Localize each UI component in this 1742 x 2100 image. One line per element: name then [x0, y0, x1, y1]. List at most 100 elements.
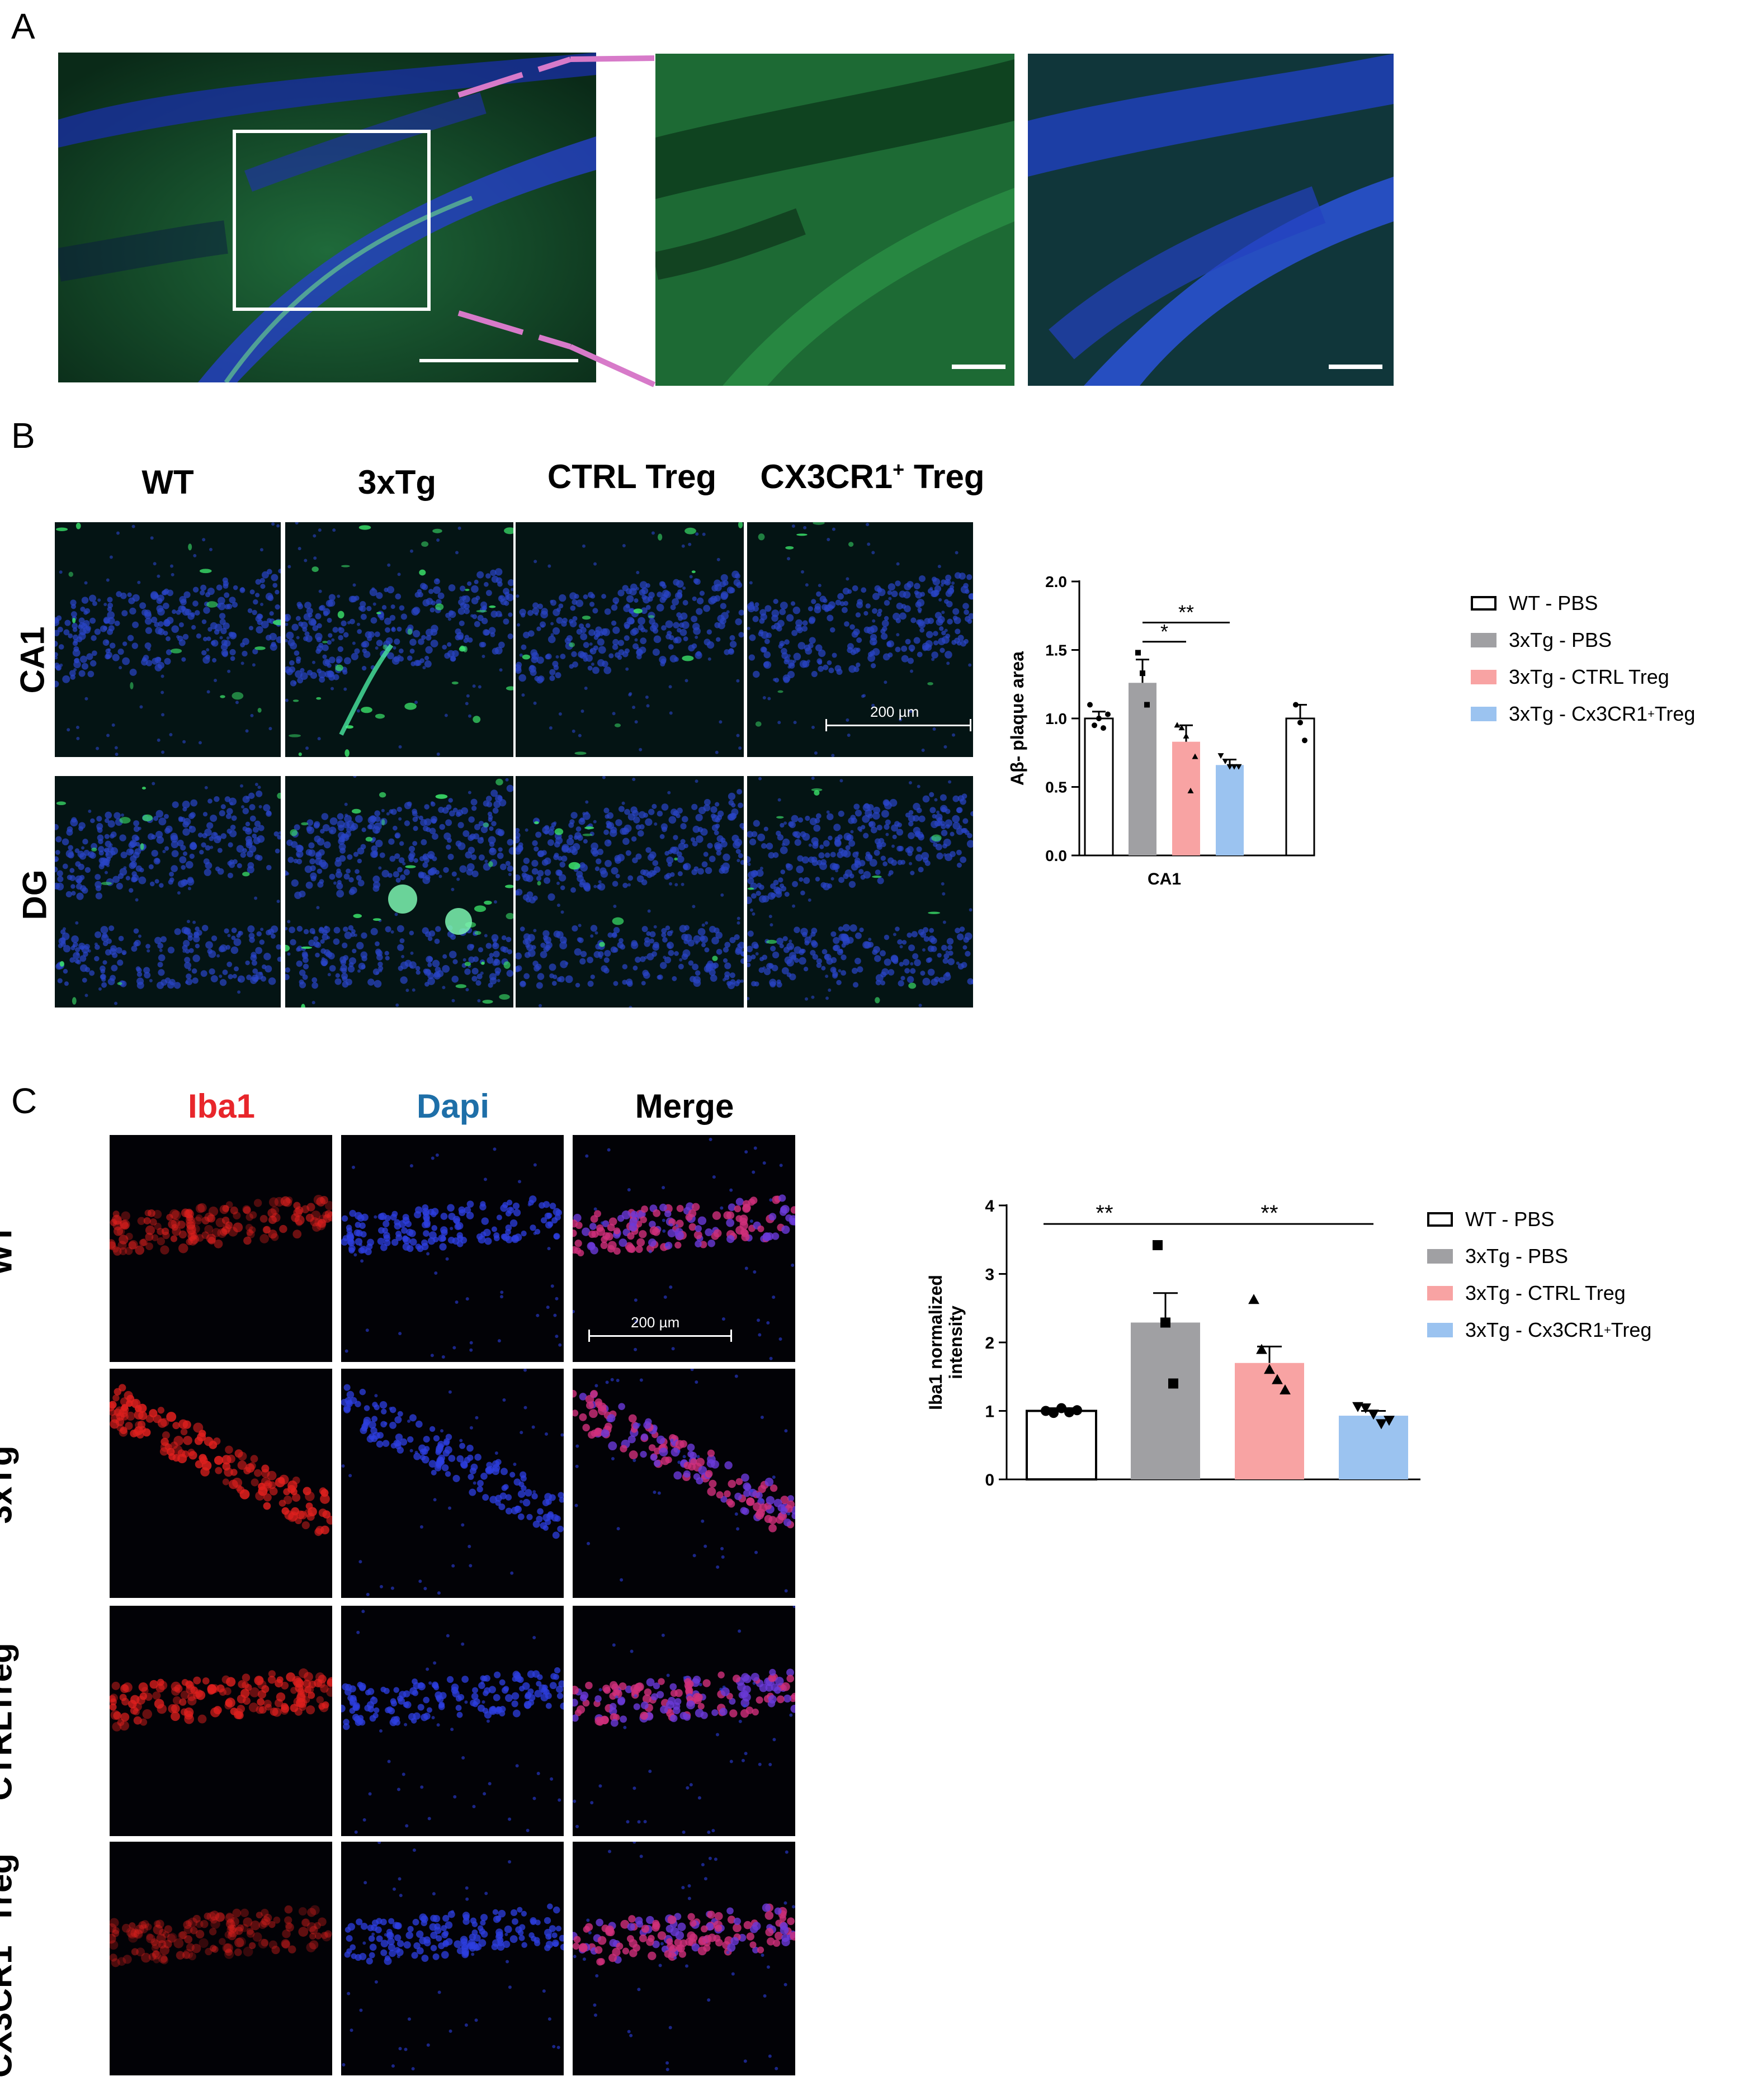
chart-c-bar-2 [1235, 1363, 1304, 1479]
legend-b-label-2: 3xTg - CTRL Treg [1509, 665, 1669, 688]
chart-c-point-0-1 [1049, 1408, 1059, 1418]
chart-b-bar-0-0 [1084, 717, 1114, 857]
micrograph-b-dg-0 [55, 776, 281, 1008]
chart-b-point-0-2-3 [1187, 787, 1194, 793]
chart-b-ytick-label-1: 0.5 [1045, 779, 1067, 796]
micrograph-c-2-0 [110, 1606, 332, 1836]
column-label-3xtg: 3xTg [357, 463, 437, 501]
chart-c-point-2-2 [1264, 1364, 1275, 1374]
scale-bar-overview [419, 359, 578, 362]
chart-c-point-3-1 [1360, 1403, 1371, 1414]
micrograph-c-3-1 [341, 1842, 564, 2075]
legend-c-swatch-0 [1427, 1212, 1453, 1227]
scale-bar-b-cap-left [825, 719, 827, 731]
chart-c-sig-label-1: ** [1261, 1201, 1278, 1226]
chart-c-bar-0 [1026, 1410, 1097, 1481]
scale-bar-zoom-green [952, 365, 1005, 369]
chart-b-bar-1-0 [1285, 717, 1315, 857]
legend-b-item-1: 3xTg - PBS [1471, 628, 1612, 652]
legend-b-item-0: WT - PBS [1471, 592, 1598, 615]
micrograph-c-3-0 [110, 1842, 332, 2075]
scale-bar-c-cap-left [588, 1330, 590, 1342]
micrograph-b-ca1-3 [747, 522, 973, 757]
row-label-c-3: CX3CR1+ Treg [0, 1853, 19, 2078]
chart-b-point-0-2-2 [1183, 732, 1189, 739]
micrograph-c-3-2 [573, 1842, 795, 2075]
chart-b-sig-label-0: * [1160, 620, 1168, 643]
chart-c-point-3-0 [1352, 1402, 1363, 1412]
chart-b-ytick-label-2: 1.0 [1045, 710, 1067, 727]
chart-c-point-3-2 [1368, 1410, 1379, 1420]
chart-b-point-0-2-1 [1178, 725, 1185, 731]
scale-bar-c-cap-right [730, 1330, 732, 1342]
micrograph-c-1-1 [341, 1369, 564, 1598]
chart-c-point-3-4 [1384, 1416, 1395, 1426]
legend-b-item-3: 3xTg - Cx3CR1 + Treg [1471, 702, 1695, 726]
micrograph-b-dg-1 [285, 776, 513, 1008]
legend-b-swatch-0 [1471, 596, 1496, 611]
legend-c-item-1: 3xTg - PBS [1427, 1245, 1568, 1268]
chart-b-point-0-2-0 [1174, 722, 1181, 728]
chart-c-point-0-4 [1072, 1405, 1082, 1416]
chart-c-ytick-label-1: 1 [985, 1403, 994, 1421]
chart-c-point-2-1 [1256, 1344, 1267, 1354]
scale-bar-b-label: 200 µm [870, 703, 919, 720]
micrograph-a-overview [58, 53, 596, 382]
chart-c-point-1-1 [1160, 1317, 1170, 1328]
legend-c-label-2: 3xTg - CTRL Treg [1465, 1281, 1626, 1304]
legend-b-label-0: WT - PBS [1509, 592, 1598, 614]
legend-b-swatch-1 [1471, 633, 1496, 647]
chart-c-point-1-0 [1153, 1240, 1163, 1251]
row-label-c-1: 3xTg [0, 1445, 19, 1524]
micrograph-c-0-0 [110, 1135, 332, 1362]
micrograph-b-ca1-1 [285, 522, 513, 757]
column-label-merge: Merge [635, 1087, 734, 1125]
chart-c-point-2-3 [1272, 1374, 1283, 1384]
chart-b-point-0-3-1 [1222, 758, 1229, 764]
micrograph-a-zoom-merge [1028, 54, 1394, 386]
chart-c-point-2-4 [1280, 1384, 1291, 1394]
legend-c-swatch-2 [1427, 1286, 1453, 1300]
legend-c-swatch-3 [1427, 1323, 1453, 1337]
micrograph-c-2-2 [573, 1606, 795, 1836]
scale-bar-b-cap-right [970, 719, 971, 731]
micrograph-c-0-1 [341, 1135, 564, 1362]
micrograph-c-0-2 [573, 1135, 795, 1362]
column-label-cx3cr1-treg: CX3CR1+ Treg [760, 458, 985, 495]
chart-b-point-0-0-2 [1096, 716, 1102, 721]
chart-b-ylabel: Aβ- plaque area [1007, 651, 1027, 786]
scale-bar-b [825, 725, 971, 726]
row-label-ca1: CA1 [13, 626, 51, 694]
chart-b-point-0-0-1 [1092, 722, 1097, 729]
chart-c-point-0-3 [1064, 1407, 1074, 1417]
chart-b-point-0-3-2 [1226, 764, 1233, 770]
chart-c-point-1-2 [1168, 1378, 1178, 1389]
legend-b-item-2: 3xTg - CTRL Treg [1471, 665, 1669, 689]
chart-b-point-0-0-0 [1087, 702, 1093, 708]
chart-c-sig-label-0: ** [1096, 1201, 1113, 1226]
chart-b-sig-label-1: ** [1178, 601, 1194, 624]
legend-b-label-1: 3xTg - PBS [1509, 628, 1612, 651]
zoom-connectors [457, 55, 656, 387]
legend-b-label-3: 3xTg - Cx3CR1 [1509, 702, 1648, 725]
micrograph-b-dg-3 [747, 776, 973, 1008]
row-label-c-0: WT [0, 1223, 19, 1276]
chart-b-point-0-1-2 [1144, 702, 1150, 708]
row-label-c-2: CTRLTreg [0, 1643, 19, 1801]
micrograph-c-1-0 [110, 1369, 332, 1598]
chart-b-bar-0-3 [1216, 765, 1244, 855]
chart-c-ytick-label-2: 2 [985, 1334, 994, 1352]
legend-c-label-3: 3xTg - Cx3CR1 [1465, 1318, 1604, 1341]
micrograph-c-1-2 [573, 1369, 795, 1598]
legend-c-label-1: 3xTg - PBS [1465, 1245, 1569, 1267]
legend-c-item-3: 3xTg - Cx3CR1 + Treg [1427, 1318, 1651, 1342]
chart-c-point-2-0 [1248, 1294, 1259, 1304]
chart-b-point-0-1-1 [1140, 670, 1145, 677]
scale-bar-c [588, 1335, 731, 1337]
panel-b-letter: B [11, 415, 35, 456]
chart-b-point-0-3-3 [1231, 764, 1238, 770]
chart-b-ytick-label-0: 0.0 [1045, 847, 1067, 864]
chart-b-point-0-0-3 [1101, 725, 1106, 731]
column-label-ctrl-treg: CTRL Treg [547, 458, 717, 495]
chart-b-point-0-1-0 [1135, 650, 1141, 656]
